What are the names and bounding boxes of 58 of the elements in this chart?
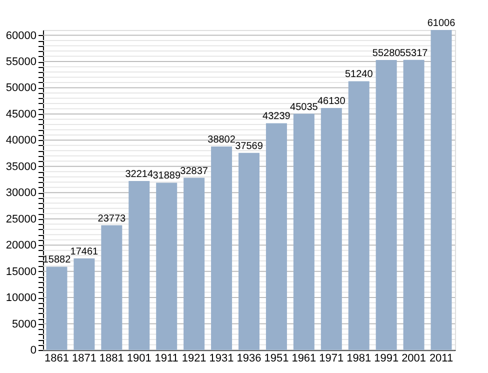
bar <box>376 60 397 350</box>
data-label: 17461 <box>70 246 99 258</box>
bar <box>266 123 287 350</box>
bar <box>430 30 452 350</box>
data-label: 55317 <box>400 48 428 59</box>
x-tick-label: 1901 <box>126 352 152 364</box>
bar <box>184 178 205 350</box>
data-label: 32837 <box>180 166 208 177</box>
y-tick-label: 55000 <box>6 56 36 68</box>
x-tick-label: 1971 <box>319 352 344 364</box>
y-tick-label: 5000 <box>12 318 36 330</box>
x-tick-label: 1931 <box>209 352 234 364</box>
y-tick-label: 20000 <box>6 240 36 252</box>
bar <box>293 114 314 350</box>
x-tick-label: 1911 <box>154 352 178 364</box>
x-tick-label: 1981 <box>346 352 372 364</box>
y-tick-label: 25000 <box>6 213 36 226</box>
x-tick-label: 1881 <box>99 352 124 364</box>
data-label: 61006 <box>427 18 456 29</box>
bar <box>156 182 178 350</box>
bar <box>238 152 260 350</box>
data-label: 45035 <box>290 102 318 113</box>
bar <box>101 225 122 350</box>
y-tick-label: 40000 <box>6 134 36 147</box>
y-tick-label: 45000 <box>6 108 36 120</box>
bar <box>128 181 150 350</box>
y-tick-label: 30000 <box>6 187 36 200</box>
data-label: 55280 <box>372 48 401 60</box>
x-tick-label: 2011 <box>429 352 454 364</box>
data-label: 23773 <box>98 213 126 224</box>
x-tick-label: 1871 <box>72 352 96 364</box>
x-tick-label: 1861 <box>44 352 69 364</box>
data-label: 43239 <box>262 111 291 122</box>
y-tick-label: 10000 <box>6 292 36 304</box>
bar <box>320 108 342 350</box>
x-tick-label: 1991 <box>374 352 399 364</box>
data-label: 15882 <box>42 254 72 266</box>
bar <box>348 81 370 350</box>
data-label: 38802 <box>208 134 236 146</box>
bar <box>74 258 95 350</box>
bar <box>211 146 232 350</box>
y-tick-label: 50000 <box>6 82 36 94</box>
data-label: 37569 <box>235 140 264 152</box>
y-tick-label: 0 <box>30 344 36 356</box>
y-tick-label: 35000 <box>6 160 36 173</box>
y-tick-label: 60000 <box>6 30 36 42</box>
x-tick-label: 1936 <box>236 352 262 364</box>
bar <box>46 266 68 350</box>
data-label: 51240 <box>344 69 374 80</box>
y-tick-label: 15000 <box>6 266 36 278</box>
data-label: 46130 <box>317 96 346 108</box>
x-tick-label: 2001 <box>402 352 426 364</box>
bar <box>403 60 424 350</box>
data-label: 31889 <box>152 170 181 182</box>
data-label: 32214 <box>125 169 154 180</box>
x-tick-label: 1961 <box>292 352 316 364</box>
x-tick-label: 1921 <box>182 352 206 364</box>
x-tick-label: 1951 <box>264 352 289 364</box>
